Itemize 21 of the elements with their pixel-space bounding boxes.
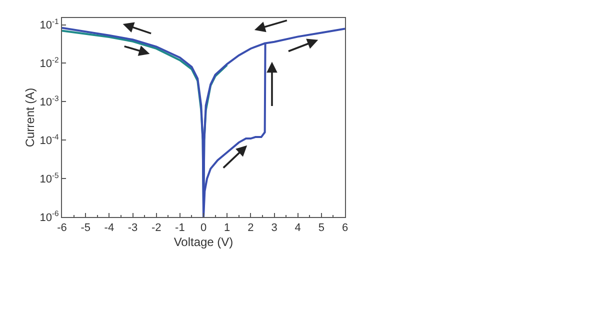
- x-tick-label: -5: [80, 222, 90, 234]
- x-tick-label: 5: [318, 222, 324, 234]
- y-axis-title: Current (A): [23, 88, 38, 148]
- x-tick-label: -3: [128, 222, 138, 234]
- y-tick-label: 10$^{-4}$: [40, 132, 60, 147]
- y-tick-label: 10$^{-6}$: [40, 209, 59, 224]
- x-tick-label: -4: [104, 222, 114, 234]
- y-tick-label: 10$^{-3}$: [40, 94, 59, 109]
- x-tick-label: 4: [294, 222, 301, 234]
- y-tick-label: 10$^{-5}$: [40, 170, 59, 186]
- x-tick-label: -2: [151, 222, 162, 234]
- x-axis-title: Voltage (V): [174, 235, 234, 250]
- x-tick-label: 2: [248, 222, 254, 234]
- y-tick-label: 10$^{-2}$: [40, 55, 59, 70]
- y-tick-label: 10$^{-1}$: [40, 17, 59, 32]
- x-tick-label: 0: [200, 222, 207, 234]
- x-tick-label: -6: [57, 222, 67, 234]
- x-tick-label: -1: [175, 222, 185, 234]
- x-tick-label: 1: [224, 222, 230, 234]
- x-tick-label: 6: [342, 222, 348, 234]
- x-tick-label: 3: [271, 222, 278, 234]
